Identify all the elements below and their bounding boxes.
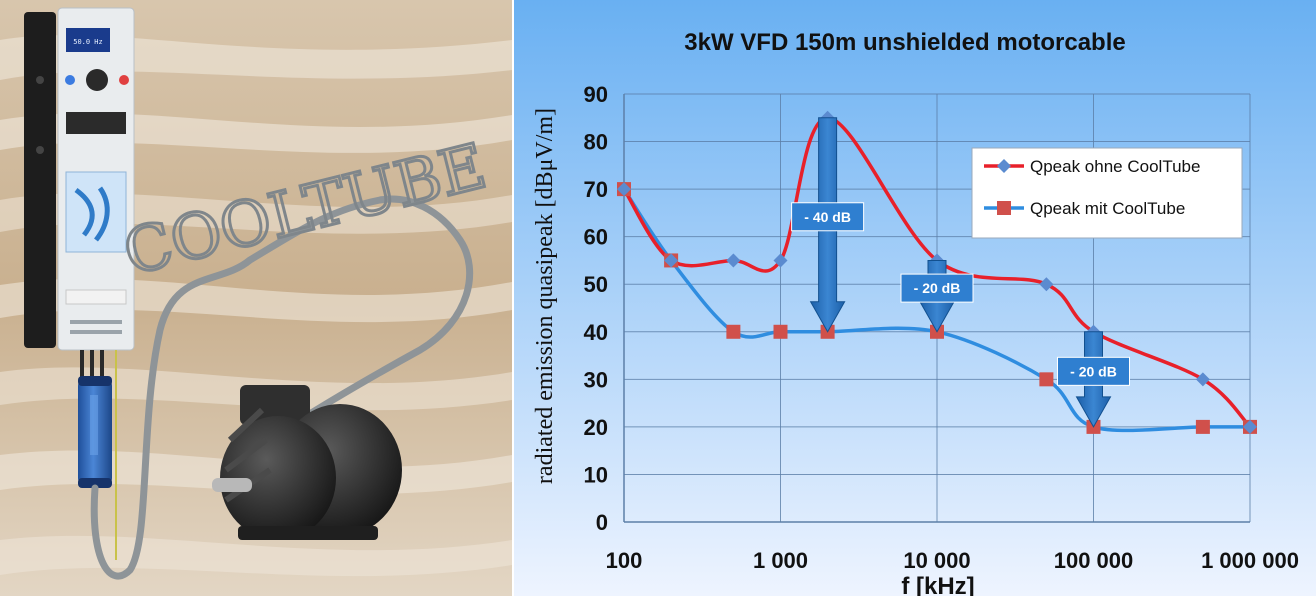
- series-2-point: [726, 324, 741, 339]
- legend-marker-1: [997, 159, 1011, 173]
- x-tick-label: 1 000: [753, 548, 808, 573]
- y-tick-label: 90: [584, 82, 608, 107]
- y-axis-label: radiated emission quasipeak [dBμV/m]: [532, 108, 558, 484]
- series-2-point: [1039, 372, 1054, 387]
- series-line-1: [622, 116, 1252, 429]
- series-2-point: [773, 324, 788, 339]
- y-tick-label: 0: [596, 510, 608, 535]
- series-1-point: [1195, 372, 1210, 387]
- drive-unit: 50.0 Hz: [24, 7, 135, 560]
- reduction-label: - 20 dB: [914, 280, 961, 296]
- x-tick-label: 1 000 000: [1201, 548, 1299, 573]
- x-tick-label: 100: [606, 548, 643, 573]
- y-tick-label: 80: [584, 130, 608, 155]
- motor-shaft: [212, 478, 252, 492]
- drive-heatsink: [24, 12, 56, 348]
- y-tick-label: 40: [584, 320, 608, 345]
- series-1-point: [664, 253, 679, 268]
- y-tick-label: 10: [584, 462, 608, 487]
- reduction-label-box: [1057, 356, 1130, 386]
- series-1-point: [1243, 419, 1257, 434]
- legend-box: [971, 147, 1243, 239]
- reduction-arrow-2: - 20 dB: [900, 259, 974, 333]
- electric-motor: [212, 385, 402, 540]
- y-tick-label: 50: [584, 272, 608, 297]
- legend: Qpeak ohne CoolTube Qpeak mit CoolTube: [971, 147, 1243, 239]
- y-tick-label: 30: [584, 367, 608, 392]
- legend-label-2: Qpeak mit CoolTube: [1030, 199, 1185, 218]
- series-2-point: [1195, 419, 1210, 434]
- motor-cable: [90, 195, 474, 580]
- cooltube-filter: [78, 376, 112, 488]
- reduction-label: - 20 dB: [1070, 363, 1117, 379]
- plot-area: 0 10 20 30 40 50 60 70 80 90 100 1 000 10 000 100 000…: [584, 82, 1299, 573]
- series-1-point: [617, 182, 631, 197]
- x-tick-label: 10 000: [903, 548, 970, 573]
- reduction-label-box: [791, 202, 865, 232]
- legend-label-1: Qpeak ohne CoolTube: [1030, 157, 1200, 176]
- product-photo: 50.0 Hz COOLTUBE: [0, 0, 512, 596]
- x-axis-label: f [kHz]: [901, 573, 974, 596]
- reduction-arrow-3: - 20 dB: [1057, 331, 1130, 428]
- y-tick-label: 60: [584, 225, 608, 250]
- x-tick-label: 100 000: [1054, 548, 1134, 573]
- drive-display: [66, 28, 110, 52]
- series-line-2: [622, 188, 1250, 433]
- reduction-label-box: [900, 273, 974, 303]
- y-tick-label: 70: [584, 177, 608, 202]
- chart-title: 3kW VFD 150m unshielded motorcable: [684, 29, 1125, 56]
- legend-marker-2: [997, 201, 1011, 215]
- series-1-point: [773, 253, 788, 268]
- emission-chart: 3kW VFD 150m unshielded motorcable radia…: [514, 0, 1316, 596]
- drive-keypad: [86, 69, 108, 91]
- reduction-label: - 40 dB: [804, 209, 851, 225]
- y-tick-label: 20: [584, 415, 608, 440]
- drive-display-text: 50.0 Hz: [73, 38, 103, 46]
- series-1-point: [1039, 277, 1054, 292]
- series-1-point: [726, 253, 741, 268]
- reduction-arrow-1: - 40 dB: [791, 117, 865, 333]
